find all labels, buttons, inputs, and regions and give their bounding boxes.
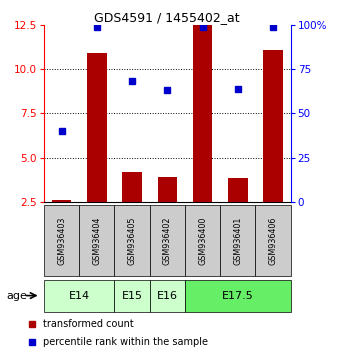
Bar: [79, 205, 115, 276]
Bar: [115, 280, 150, 312]
Bar: [158, 177, 177, 202]
Text: GSM936402: GSM936402: [163, 216, 172, 265]
Text: GSM936401: GSM936401: [233, 217, 242, 265]
Text: GSM936406: GSM936406: [269, 217, 277, 265]
Bar: [150, 280, 185, 312]
Bar: [44, 280, 115, 312]
Bar: [52, 200, 71, 202]
Bar: [220, 205, 256, 276]
Bar: [44, 205, 79, 276]
Text: GSM936403: GSM936403: [57, 217, 66, 265]
Text: E17.5: E17.5: [222, 291, 254, 301]
Bar: [115, 205, 150, 276]
Bar: [185, 280, 291, 312]
Text: percentile rank within the sample: percentile rank within the sample: [43, 337, 208, 347]
Text: GSM936400: GSM936400: [198, 217, 207, 265]
Title: GDS4591 / 1455402_at: GDS4591 / 1455402_at: [95, 11, 240, 24]
Text: E14: E14: [69, 291, 90, 301]
Text: E16: E16: [157, 291, 178, 301]
Bar: [256, 205, 291, 276]
Bar: [228, 178, 247, 202]
Bar: [122, 172, 142, 202]
Bar: [185, 205, 220, 276]
Text: E15: E15: [122, 291, 143, 301]
Bar: [193, 25, 212, 202]
Bar: [87, 53, 106, 202]
Text: GSM936405: GSM936405: [127, 216, 137, 265]
Text: transformed count: transformed count: [43, 319, 134, 329]
Bar: [263, 50, 283, 202]
Text: age: age: [7, 291, 28, 301]
Text: GSM936404: GSM936404: [92, 217, 101, 265]
Bar: [150, 205, 185, 276]
